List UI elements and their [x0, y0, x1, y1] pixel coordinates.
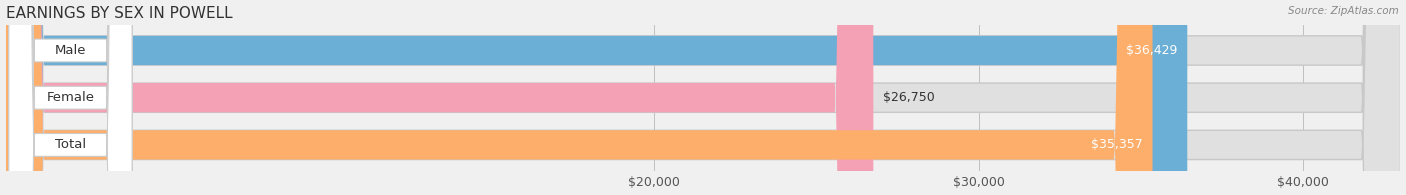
FancyBboxPatch shape: [6, 0, 873, 195]
Text: Total: Total: [55, 138, 86, 151]
Text: Female: Female: [46, 91, 94, 104]
Text: Male: Male: [55, 44, 86, 57]
FancyBboxPatch shape: [6, 0, 1400, 195]
FancyBboxPatch shape: [8, 0, 132, 195]
FancyBboxPatch shape: [6, 0, 1400, 195]
FancyBboxPatch shape: [8, 0, 132, 195]
FancyBboxPatch shape: [8, 0, 132, 195]
Text: Source: ZipAtlas.com: Source: ZipAtlas.com: [1288, 6, 1399, 16]
FancyBboxPatch shape: [6, 0, 1187, 195]
Text: EARNINGS BY SEX IN POWELL: EARNINGS BY SEX IN POWELL: [6, 5, 232, 20]
FancyBboxPatch shape: [6, 0, 1153, 195]
Text: $35,357: $35,357: [1091, 138, 1143, 151]
FancyBboxPatch shape: [6, 0, 1400, 195]
Text: $36,429: $36,429: [1126, 44, 1178, 57]
Text: $26,750: $26,750: [883, 91, 935, 104]
